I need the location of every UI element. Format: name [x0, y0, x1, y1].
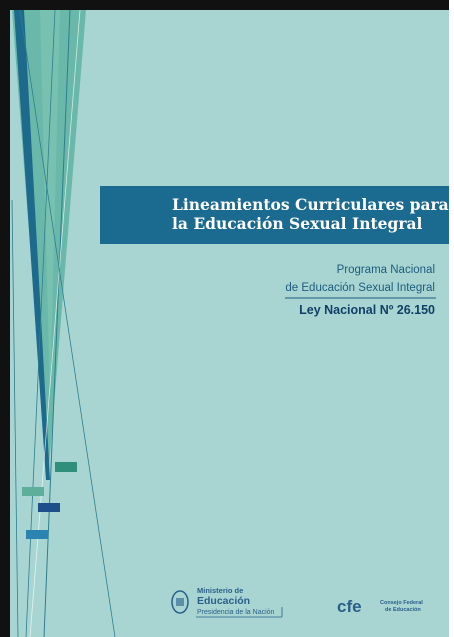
program: Programa Nacional	[337, 264, 435, 276]
program: de Educación Sexual Integral	[285, 282, 435, 294]
title: Lineamientos Curriculares para	[172, 195, 449, 214]
deco-block	[22, 487, 44, 496]
ministry: Educación	[197, 595, 250, 607]
cfe-name: Consejo Federal	[380, 600, 423, 606]
ministry: Ministerio de	[197, 586, 243, 595]
frame-top	[0, 0, 449, 10]
deco-block	[26, 530, 48, 539]
deco-block	[38, 503, 60, 512]
frame-left	[0, 0, 10, 637]
title: la Educación Sexual Integral	[172, 214, 423, 233]
law: Ley Nacional Nº 26.150	[299, 303, 435, 317]
ministry: Presidencia de la Nación	[197, 609, 275, 616]
page: {"title": {"line1": "Lineamientos Curric…	[0, 0, 454, 637]
deco-block	[55, 462, 77, 472]
emblem	[176, 598, 184, 606]
cover: Lineamientos Curriculares para la Educac…	[0, 0, 454, 637]
cfe-mark: cfe	[337, 597, 362, 616]
cfe-name: de Educación	[385, 607, 421, 613]
